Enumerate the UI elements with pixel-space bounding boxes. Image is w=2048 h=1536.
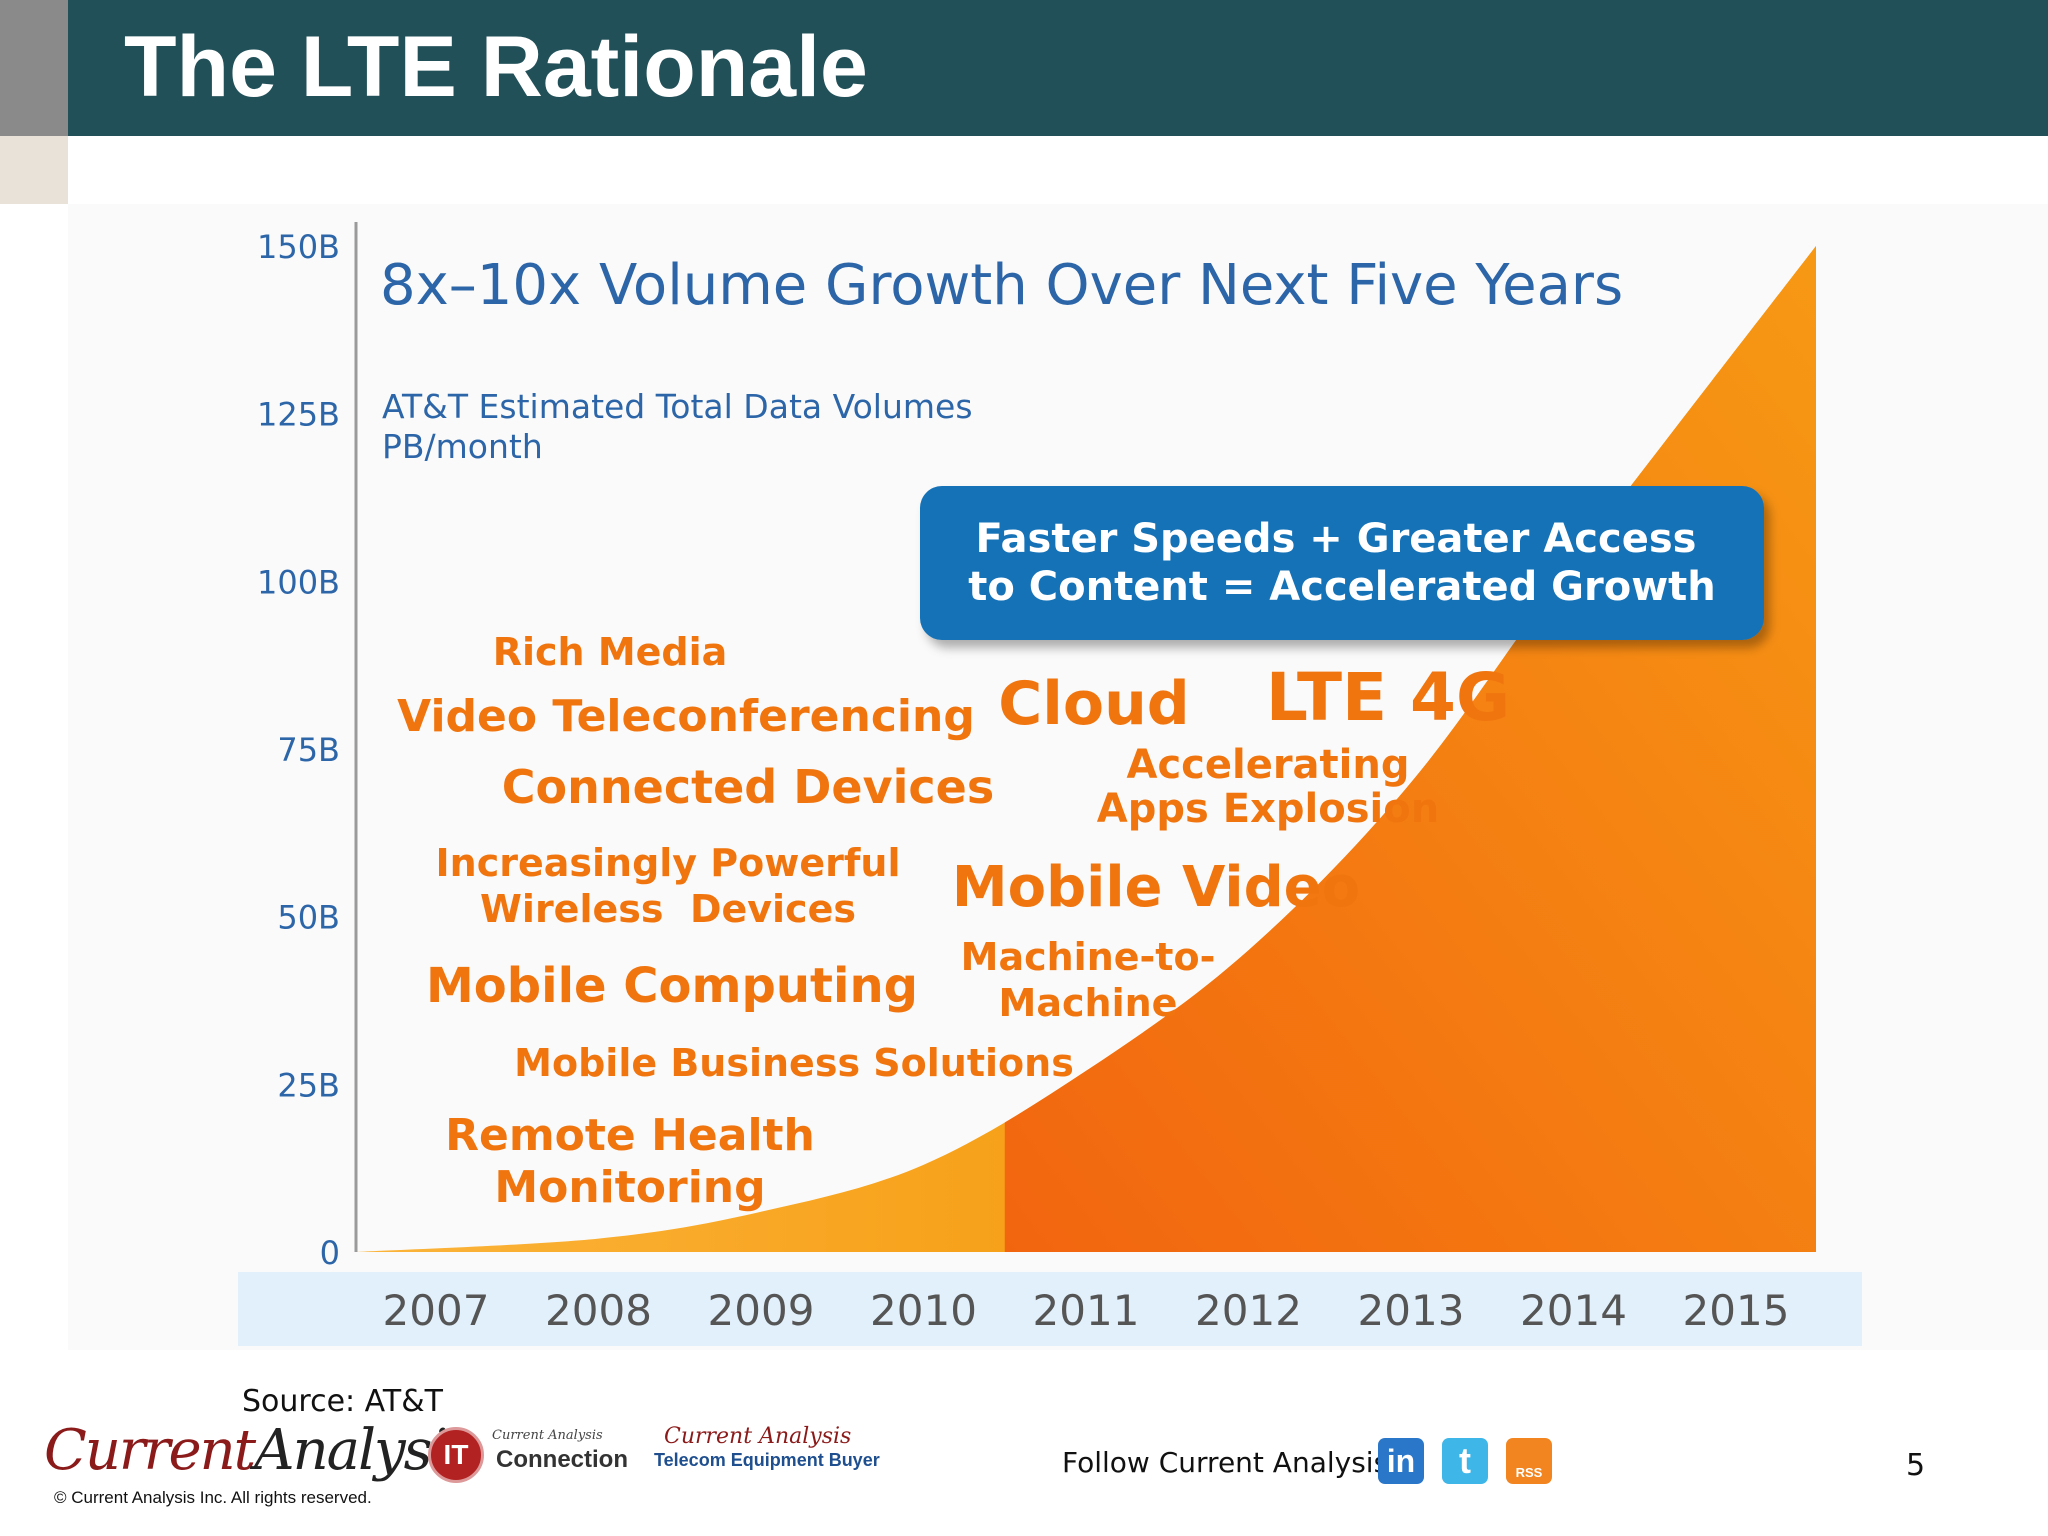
x-tick-label: 2012	[1195, 1286, 1302, 1335]
label-video-teleconferencing: Video Teleconferencing	[397, 691, 975, 742]
x-tick-label: 2011	[1033, 1286, 1140, 1335]
x-tick-label: 2013	[1358, 1286, 1465, 1335]
label-mobile-business: Mobile Business Solutions	[514, 1041, 1074, 1085]
header-bar	[68, 0, 2048, 136]
y-tick-label: 150B	[257, 228, 340, 266]
x-tick-label: 2010	[870, 1286, 977, 1335]
page-number: 5	[1906, 1448, 1926, 1483]
twitter-icon[interactable]: t	[1442, 1438, 1488, 1484]
teb-logo-small: Current Analysis	[664, 1424, 852, 1449]
y-tick-label: 50B	[277, 899, 340, 937]
follow-text: Follow Current Analysis	[1062, 1446, 1389, 1479]
x-axis-band	[238, 1272, 1862, 1346]
current-analysis-logo: CurrentAnalysis	[44, 1418, 475, 1483]
x-tick-labels: 2007 2008 2009 2010 2011 2012 2013 2014 2015	[383, 1286, 1790, 1335]
source-note: Source: AT&T	[242, 1384, 443, 1419]
linkedin-icon[interactable]: in	[1378, 1438, 1424, 1484]
slide-title: The LTE Rationale	[124, 19, 868, 115]
label-accelerating-line2: Apps Explosion	[1097, 786, 1439, 832]
label-remote-line1: Remote Health	[445, 1110, 815, 1161]
y-tick-labels: 0 25B 50B 75B 100B 125B 150B	[257, 228, 340, 1272]
callout-line2: to Content = Accelerated Growth	[968, 564, 1716, 610]
callout-box: Faster Speeds + Greater Access to Conten…	[920, 486, 1764, 640]
label-lte-4g: LTE 4G	[1266, 659, 1510, 736]
label-mobile-video: Mobile Video	[952, 855, 1360, 920]
x-tick-label: 2007	[383, 1286, 490, 1335]
connection-logo-small: Current Analysis	[492, 1428, 603, 1443]
y-tick-label: 100B	[257, 563, 340, 601]
it-connection-logo-icon: IT	[428, 1427, 484, 1483]
label-remote-line2: Monitoring	[494, 1162, 765, 1213]
copyright-text: © Current Analysis Inc. All rights reser…	[54, 1488, 372, 1507]
label-accelerating-line1: Accelerating	[1126, 742, 1409, 788]
x-tick-label: 2014	[1520, 1286, 1627, 1335]
label-m2m-line1: Machine-to-	[961, 935, 1216, 979]
label-powerful-line1: Increasingly Powerful	[436, 841, 901, 885]
header-accent-block-light	[0, 136, 68, 204]
x-tick-label: 2009	[708, 1286, 815, 1335]
header-accent-block	[0, 0, 68, 136]
chart-subtitle-line2: PB/month	[382, 427, 543, 466]
y-tick-label: 0	[320, 1234, 340, 1272]
label-mobile-computing: Mobile Computing	[426, 958, 918, 1014]
y-tick-label: 25B	[277, 1066, 340, 1104]
label-connected-devices: Connected Devices	[502, 760, 994, 814]
teb-logo-text: Telecom Equipment Buyer	[654, 1450, 880, 1470]
label-cloud: Cloud	[998, 669, 1189, 739]
label-m2m-line2: Machine	[999, 981, 1178, 1025]
y-tick-label: 125B	[257, 396, 340, 434]
x-tick-label: 2008	[545, 1286, 652, 1335]
label-powerful-line2: Wireless Devices	[480, 887, 856, 931]
callout-line1: Faster Speeds + Greater Access	[976, 516, 1697, 562]
label-rich-media: Rich Media	[493, 630, 728, 674]
y-tick-label: 75B	[277, 731, 340, 769]
chart-title: 8x–10x Volume Growth Over Next Five Year…	[380, 253, 1623, 318]
x-tick-label: 2015	[1683, 1286, 1790, 1335]
chart-subtitle-line1: AT&T Estimated Total Data Volumes	[382, 387, 973, 426]
rss-icon[interactable]: RSS	[1506, 1438, 1552, 1484]
connection-logo-text: Connection	[496, 1446, 628, 1473]
